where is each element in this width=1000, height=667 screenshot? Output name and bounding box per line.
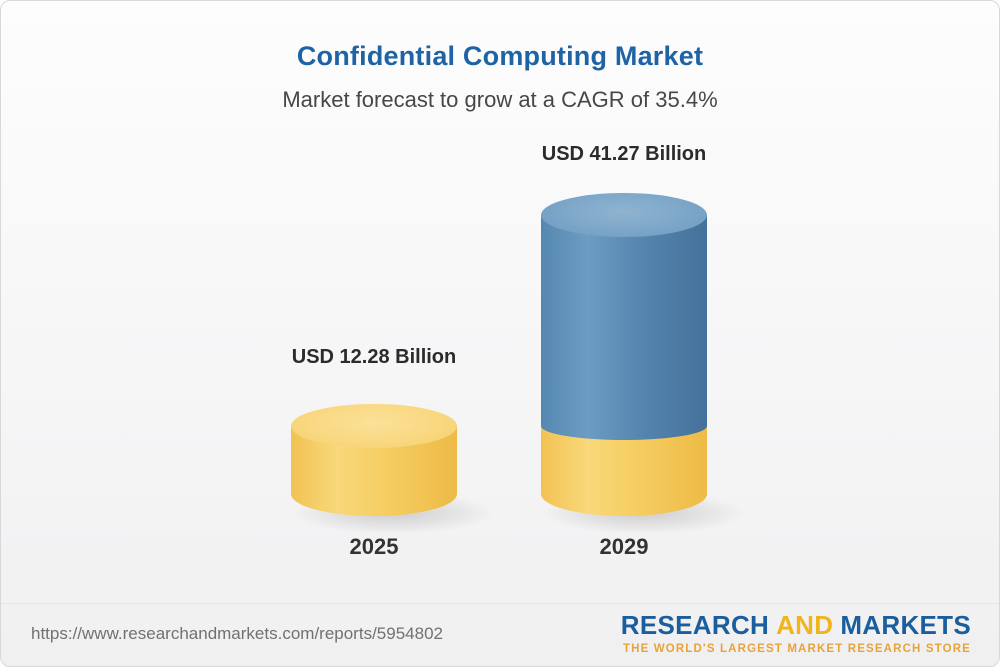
bar-2029-base-segment — [541, 426, 707, 516]
brand-logo: RESEARCH AND MARKETS THE WORLD'S LARGEST M… — [621, 612, 971, 656]
brand-logo-wordmark: RESEARCH AND MARKETS — [621, 612, 971, 638]
bar-2029-body — [541, 214, 707, 441]
chart-title: Confidential Computing Market — [296, 41, 704, 71]
logo-word-markets: MARKETS — [840, 610, 971, 640]
category-label-2025: 2025 — [349, 534, 399, 559]
logo-word-research: RESEARCH — [620, 610, 770, 640]
footer: https://www.researchandmarkets.com/repor… — [1, 603, 999, 666]
logo-word-and: AND — [776, 610, 834, 640]
chart-subtitle: Market forecast to grow at a CAGR of 35.… — [282, 87, 718, 112]
category-label-2029: 2029 — [599, 534, 649, 559]
bar-2025-top-ellipse — [291, 404, 457, 449]
bar-2029-top-ellipse — [541, 192, 707, 237]
report-url-link[interactable]: https://www.researchandmarkets.com/repor… — [31, 624, 443, 643]
value-label-2025: USD 12.28 Billion — [291, 346, 457, 369]
brand-tagline: THE WORLD'S LARGEST MARKET RESEARCH STOR… — [622, 643, 971, 655]
value-label-2029: USD 41.27 Billion — [541, 142, 707, 165]
